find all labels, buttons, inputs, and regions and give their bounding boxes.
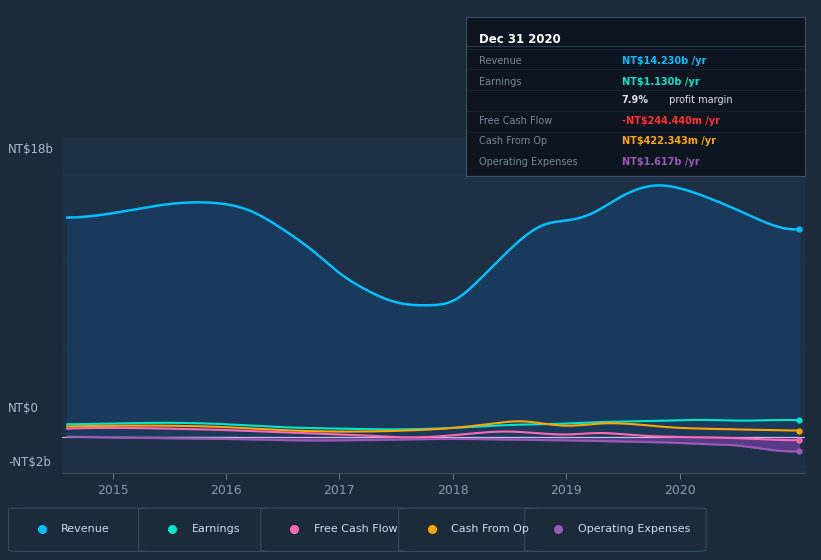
Text: Dec 31 2020: Dec 31 2020 (479, 32, 561, 46)
Text: -NT$2b: -NT$2b (8, 455, 51, 469)
Text: NT$1.130b /yr: NT$1.130b /yr (621, 77, 699, 87)
FancyBboxPatch shape (139, 508, 277, 552)
Text: Revenue: Revenue (62, 524, 110, 534)
Text: -NT$244.440m /yr: -NT$244.440m /yr (621, 115, 720, 125)
Text: Cash From Op: Cash From Op (479, 136, 548, 146)
Text: Revenue: Revenue (479, 57, 522, 67)
Text: Operating Expenses: Operating Expenses (479, 157, 578, 167)
Text: profit margin: profit margin (666, 95, 732, 105)
FancyBboxPatch shape (399, 508, 544, 552)
Text: NT$14.230b /yr: NT$14.230b /yr (621, 57, 706, 67)
Text: NT$422.343m /yr: NT$422.343m /yr (621, 136, 716, 146)
Text: NT$0: NT$0 (8, 402, 39, 416)
FancyBboxPatch shape (8, 508, 154, 552)
FancyBboxPatch shape (525, 508, 706, 552)
Text: NT$1.617b /yr: NT$1.617b /yr (621, 157, 699, 167)
Text: 7.9%: 7.9% (621, 95, 649, 105)
Text: Earnings: Earnings (191, 524, 240, 534)
FancyBboxPatch shape (261, 508, 415, 552)
Text: Earnings: Earnings (479, 77, 521, 87)
Text: Free Cash Flow: Free Cash Flow (479, 115, 553, 125)
Text: Operating Expenses: Operating Expenses (578, 524, 690, 534)
Text: Cash From Op: Cash From Op (452, 524, 530, 534)
Text: NT$18b: NT$18b (8, 143, 54, 156)
Text: Free Cash Flow: Free Cash Flow (314, 524, 397, 534)
